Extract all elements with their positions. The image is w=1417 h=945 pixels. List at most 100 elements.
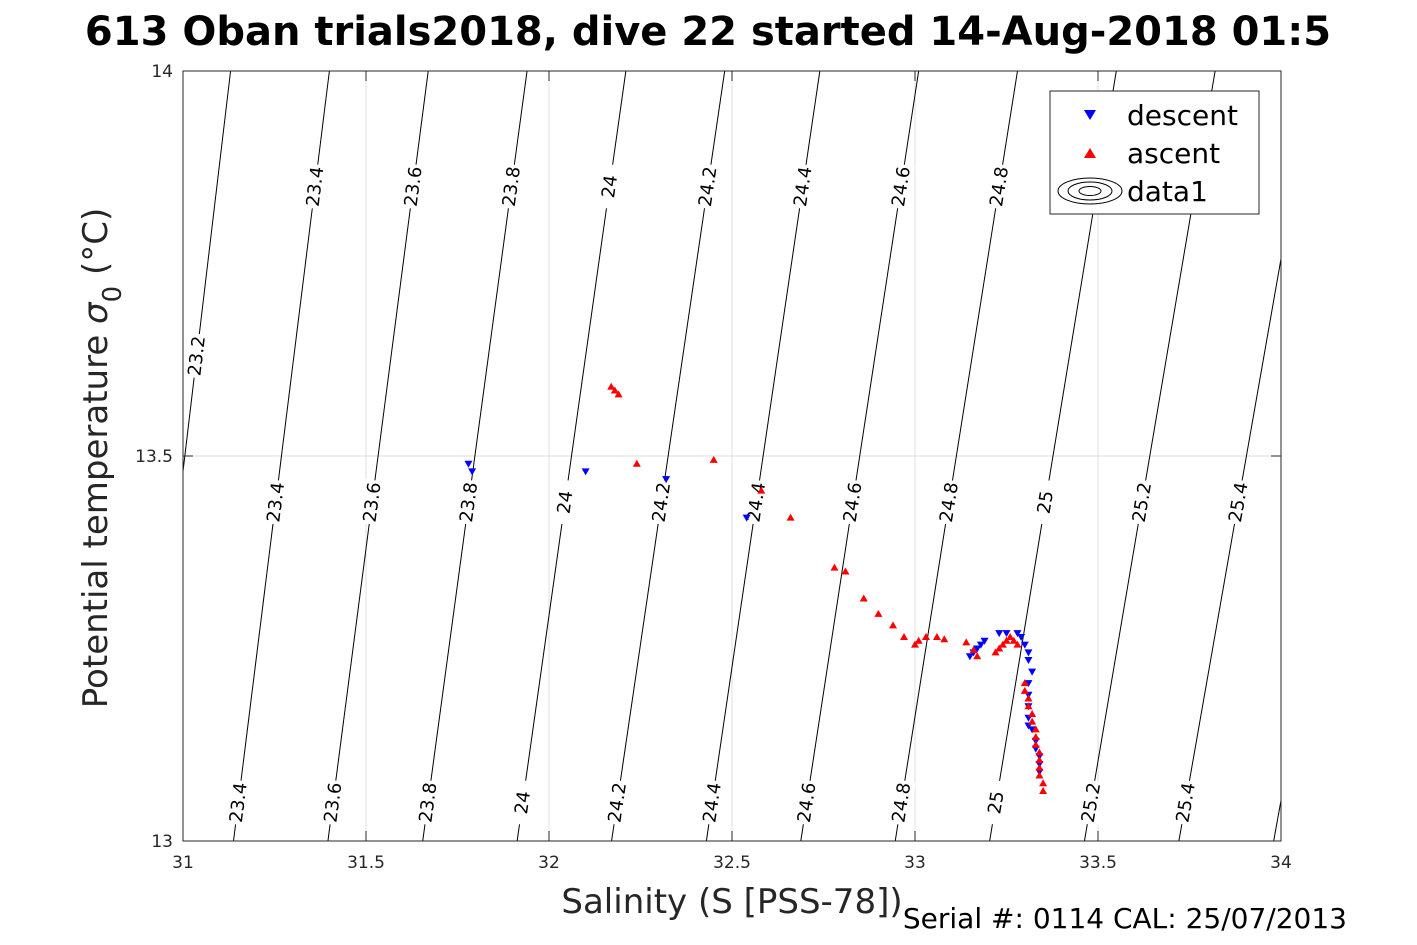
contour-label-bg	[358, 478, 386, 526]
contour-label-bg	[788, 163, 817, 210]
y-axis-label: Potential temperature σ0 (°C)	[76, 208, 128, 708]
x-tick-label: 34	[1270, 853, 1292, 873]
descent-point	[1020, 641, 1029, 649]
contour-label-bg	[301, 163, 329, 210]
contour-label-bg	[887, 779, 916, 826]
ascent-point	[889, 621, 898, 629]
contour-label-bg	[508, 779, 537, 826]
x-tick-label: 33	[904, 853, 926, 873]
contour-label-bg	[984, 163, 1014, 210]
descent-point	[1024, 680, 1033, 688]
contour-label: 23.4	[303, 165, 329, 207]
descent-point	[1024, 657, 1033, 665]
ascent-point	[859, 594, 868, 602]
legend-descent-marker	[1084, 110, 1096, 120]
y-axis-label-unit: (°C)	[76, 208, 116, 286]
ascent-point	[709, 455, 718, 463]
x-axis-ticks: 31 31.5 32 32.5 33 33.5 34	[172, 71, 1292, 873]
contour-label-bg	[399, 163, 427, 210]
ascent-point	[1031, 733, 1040, 741]
ascent-point	[1024, 694, 1033, 702]
contour-label-bg	[454, 478, 483, 526]
contour-label: 24.6	[888, 165, 915, 208]
contour-label-bg	[693, 163, 722, 210]
ascent-point	[1035, 756, 1044, 764]
contour-label-bg	[1223, 478, 1253, 526]
ascent-point	[614, 390, 623, 398]
ascent-point	[1028, 709, 1037, 717]
contour-label: 23.4	[226, 781, 252, 823]
ascent-point	[1020, 679, 1029, 687]
ascent-point	[1020, 686, 1029, 694]
ascent-point	[1035, 771, 1044, 779]
ascent-point	[995, 644, 1004, 652]
ascent-point	[757, 486, 766, 494]
contour-label-bg	[414, 779, 442, 826]
ascent-point	[900, 632, 909, 640]
descent-point	[662, 476, 671, 484]
ascent-point	[973, 652, 982, 660]
ascent-point	[1013, 640, 1022, 648]
contour-label-bg	[981, 779, 1011, 826]
descent-point	[1002, 630, 1011, 638]
contour-label-bg	[838, 478, 867, 526]
contour-label: 25.4	[1225, 481, 1253, 524]
contour-label: 23.6	[320, 781, 346, 823]
contour-label: 24.6	[840, 481, 867, 524]
ascent-point	[1031, 740, 1040, 748]
contour-label: 24.2	[604, 781, 631, 824]
ascent-point	[998, 640, 1007, 648]
contour-label: 23.8	[456, 481, 482, 524]
descent-point	[742, 514, 751, 522]
y-axis-label-sub: 0	[98, 286, 128, 303]
contour-label: 23.8	[415, 781, 441, 824]
descent-point	[980, 637, 989, 645]
contour-label: 23.6	[360, 481, 386, 523]
x-tick-label: 31.5	[347, 853, 385, 873]
descent-point	[464, 460, 473, 468]
ascent-point	[1039, 786, 1048, 794]
ascent-point	[1009, 636, 1018, 644]
ascent-point	[632, 459, 641, 467]
contour-label-bg	[886, 163, 916, 210]
y-tick-label: 13.5	[135, 447, 173, 467]
descent-point	[965, 653, 974, 661]
contour-label: 23.4	[263, 481, 289, 523]
contour-label: 25.2	[1129, 481, 1156, 524]
legend-ascent-label: ascent	[1127, 137, 1220, 170]
contour-label: 24	[511, 790, 535, 816]
ascent-point	[962, 638, 971, 646]
contour-label: 24.4	[699, 781, 726, 824]
contour-label-bg	[551, 478, 579, 526]
x-axis-label: Salinity (S [PSS-78])	[561, 882, 902, 922]
descent-point	[1013, 630, 1022, 638]
contour-label-bg	[1171, 778, 1201, 827]
ascent-point	[1024, 702, 1033, 710]
contour-label: 24.6	[794, 781, 821, 824]
contour-label: 24.4	[790, 165, 817, 208]
contour-label: 23.6	[401, 165, 427, 207]
contour-label: 24.2	[695, 165, 722, 208]
ascent-point	[932, 632, 941, 640]
ascent-point	[991, 648, 1000, 656]
ascent-point	[830, 563, 839, 571]
contour-label: 24.8	[888, 781, 915, 824]
contour-label-bg	[603, 779, 632, 826]
ascent-point	[1031, 725, 1040, 733]
y-tick-label: 14	[151, 62, 173, 82]
contour-label-bg	[792, 779, 821, 826]
contour-label: 24	[553, 489, 577, 515]
contour-label-bg	[1076, 778, 1106, 827]
contour-label: 23.8	[499, 165, 525, 208]
y-axis-label-main: Potential temperature	[76, 324, 116, 708]
serial-cal-footer: Serial #: 0114 CAL: 25/07/2013	[903, 902, 1347, 935]
y-tick-label: 13	[151, 832, 173, 852]
descent-point	[1017, 633, 1026, 641]
isopycnal-line	[1178, 255, 1281, 841]
ascent-point	[1006, 632, 1015, 640]
contour-label-bg	[224, 779, 252, 826]
x-tick-label: 31	[172, 853, 194, 873]
descent-point	[1024, 649, 1033, 657]
descent-point	[995, 630, 1004, 638]
